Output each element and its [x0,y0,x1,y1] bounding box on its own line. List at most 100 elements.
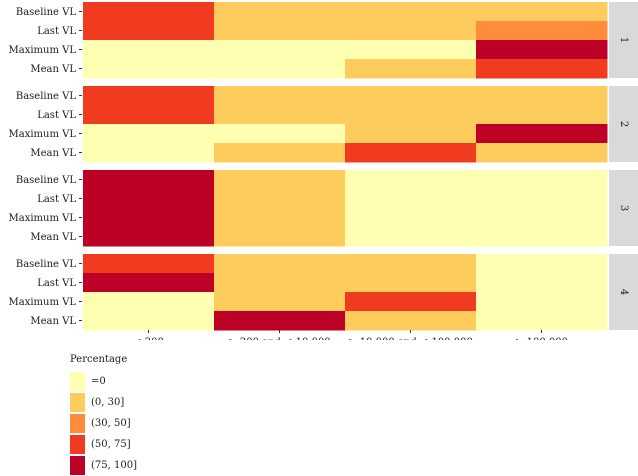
y-tick-label: Last VL [37,26,76,37]
facet-strip-label: 1 [618,37,629,43]
heatmap-cell [214,86,346,106]
heatmap-cell [83,273,215,293]
y-tick-label: Baseline VL [16,175,77,186]
heatmap-cell [83,189,215,209]
legend-item: (75, 100] [70,455,137,475]
heatmap-cell [83,59,215,79]
heatmap-cell [476,170,608,190]
heatmap-cell [345,292,477,312]
heatmap-cell [83,292,215,312]
x-tick-label: > 10,000 and ≤ 100,000 [348,337,473,340]
legend-key [70,435,85,454]
heatmap-cell [345,124,477,144]
heatmap-cell [214,143,346,163]
heatmap-cell [83,170,215,190]
heatmap-cell [83,208,215,228]
heatmap-cell [345,40,477,60]
heatmap-cell [476,227,608,247]
heatmap-cell [345,143,477,163]
x-tick-label: ≤ 200 [133,337,164,340]
legend-item: =0 [70,371,137,391]
heatmap-cell [83,143,215,163]
heatmap-cell [345,59,477,79]
heatmap-cell [83,105,215,125]
heatmap-cell [214,208,346,228]
heatmap-cell [476,292,608,312]
heatmap-cell [83,124,215,144]
facet-strip-label: 3 [618,205,629,211]
heatmap-cell [476,208,608,228]
heatmap-cell [476,21,608,41]
heatmap-cell [476,273,608,293]
facet-panel: Baseline VL Last VL Maximum VL Mean VL 3 [9,170,638,247]
heatmap-cell [83,227,215,247]
heatmap-cell [214,40,346,60]
heatmap-cell [476,105,608,125]
y-tick-label: Maximum VL [9,297,77,308]
y-tick-label: Mean VL [30,64,76,75]
facet-panel: Baseline VL Last VL Maximum VL Mean VL 1 [9,2,638,79]
heatmap-cell [476,86,608,106]
heatmap-cell [345,86,477,106]
heatmap-cell [345,21,477,41]
heatmap-cell [476,254,608,274]
y-tick-label: Mean VL [30,316,76,327]
heatmap-cell [214,59,346,79]
heatmap-cell [214,227,346,247]
heatmap-cell [214,292,346,312]
heatmap-cell [345,208,477,228]
y-tick-label: Last VL [37,194,76,205]
heatmap-cell [83,21,215,41]
heatmap-cell [214,273,346,293]
legend-key [70,393,85,412]
heatmap-cell [345,2,477,22]
legend-item: (30, 50] [70,413,137,433]
y-tick-label: Maximum VL [9,213,77,224]
y-tick-label: Maximum VL [9,45,77,56]
legend: Percentage =0 (0, 30] (30, 50] (50, 75] … [70,354,137,476]
heatmap-cell [476,40,608,60]
legend-title: Percentage [70,354,137,365]
y-tick-label: Mean VL [30,232,76,243]
heatmap-cell [345,170,477,190]
heatmap-cell [214,311,346,331]
y-tick-label: Baseline VL [16,7,77,18]
heatmap-cell [214,21,346,41]
heatmap-cell [345,273,477,293]
heatmap-cell [83,254,215,274]
legend-label: (50, 75] [91,439,131,450]
heatmap-cell [83,2,215,22]
facet-strip-label: 4 [618,289,629,295]
heatmap-cell [214,170,346,190]
heatmap-cell [476,59,608,79]
heatmap-cell [83,86,215,106]
heatmap-cell [214,105,346,125]
x-tick-label: > 200 and ≤ 10,000 [228,337,330,340]
x-tick-label: ≥ 100,000 [515,337,568,340]
legend-key [70,414,85,433]
legend-label: (30, 50] [91,418,131,429]
legend-item: (50, 75] [70,434,137,454]
heatmap-cell [345,105,477,125]
y-tick-label: Last VL [37,110,76,121]
heatmap-cell [214,189,346,209]
facet-strip-label: 2 [618,121,629,127]
legend-item: (0, 30] [70,392,137,412]
facet-panel: Baseline VL Last VL Maximum VL Mean VL 2 [9,86,638,163]
legend-key [70,372,85,391]
legend-label: (0, 30] [91,397,124,408]
heatmap-cell [83,40,215,60]
y-tick-label: Maximum VL [9,129,77,140]
y-tick-label: Baseline VL [16,91,77,102]
heatmap-cell [345,189,477,209]
heatmap-cell [214,2,346,22]
heatmap-cell [476,311,608,331]
y-tick-label: Mean VL [30,148,76,159]
heatmap-cell [476,2,608,22]
y-tick-label: Baseline VL [16,259,77,270]
heatmap-cell [345,311,477,331]
heatmap-cell [345,227,477,247]
heatmap-cell [83,311,215,331]
